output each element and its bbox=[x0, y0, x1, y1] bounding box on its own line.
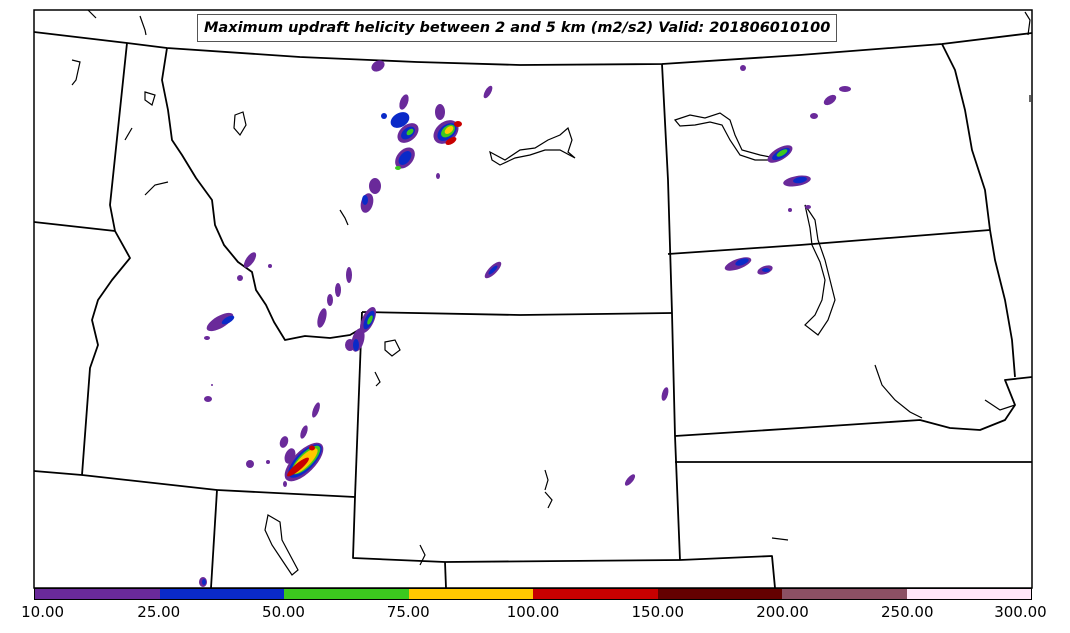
storm-misc-west bbox=[199, 577, 207, 587]
or-nv-border bbox=[33, 470, 218, 491]
colorbar-segment bbox=[782, 589, 907, 599]
sd-ne-border bbox=[674, 376, 1033, 437]
colorbar-tick-label: 150.00 bbox=[631, 603, 685, 621]
storm-south-dakota bbox=[724, 257, 773, 275]
state-borders bbox=[33, 31, 1033, 589]
lake-oahe bbox=[804, 204, 836, 336]
mt-nd-border bbox=[661, 63, 673, 314]
wa-or-border bbox=[33, 221, 116, 232]
colorbar-segment bbox=[35, 589, 160, 599]
colorbar-tick-label: 250.00 bbox=[881, 603, 934, 621]
flaming-gorge bbox=[771, 537, 789, 541]
colorbar-tick-label: 25.00 bbox=[137, 603, 181, 621]
wa-id-border bbox=[109, 42, 128, 232]
colorbar-segment bbox=[284, 589, 409, 599]
yellowstone-lake bbox=[384, 339, 401, 357]
fort-peck-lake bbox=[489, 126, 576, 166]
reservoir-wy-1 bbox=[544, 469, 553, 509]
river-mt-3 bbox=[124, 127, 133, 141]
lake-id bbox=[339, 209, 349, 226]
helicity-swaths bbox=[199, 60, 851, 587]
storm-north-dakota bbox=[740, 65, 851, 212]
colorbar-segment bbox=[159, 589, 284, 599]
storm-yellowstone bbox=[345, 307, 377, 352]
nd-mn-border bbox=[941, 43, 991, 231]
river-mt-5 bbox=[1024, 11, 1031, 36]
ne-ks-border bbox=[679, 555, 776, 589]
colorbar bbox=[34, 588, 1032, 600]
colorbar-tick-label: 10.00 bbox=[21, 603, 65, 621]
colorbar-tick-label: 200.00 bbox=[756, 603, 809, 621]
sd-mn-border bbox=[989, 229, 1016, 378]
flathead-lake bbox=[233, 111, 247, 137]
mt-wy-border bbox=[361, 311, 673, 316]
river-mt-1 bbox=[139, 15, 147, 36]
river-missouri-nd bbox=[874, 364, 1016, 419]
colorbar-tick-label: 100.00 bbox=[506, 603, 560, 621]
lake-coeur bbox=[71, 59, 81, 86]
canada-border bbox=[33, 31, 1033, 66]
colorbar-tick-label: 50.00 bbox=[262, 603, 305, 621]
ut-wy-border bbox=[352, 496, 681, 563]
river-mt-4 bbox=[144, 181, 169, 196]
or-id-border bbox=[81, 230, 131, 476]
nd-sd-border bbox=[667, 229, 991, 255]
great-salt-lake bbox=[264, 514, 299, 576]
colorbar-tick-label: 75.00 bbox=[386, 603, 430, 621]
storm-idaho-south bbox=[246, 402, 324, 487]
id-nv-ut-border bbox=[216, 489, 356, 498]
ut-az-border bbox=[444, 561, 447, 589]
id-mt-border bbox=[161, 47, 363, 341]
storm-montana-central bbox=[237, 252, 502, 328]
river-mt-2 bbox=[87, 9, 97, 19]
reservoir-wy-2 bbox=[419, 544, 426, 566]
colorbar-segment bbox=[906, 589, 1031, 599]
lake-pend-oreille bbox=[144, 91, 156, 106]
colorbar-segment bbox=[533, 589, 658, 599]
storm-wyoming bbox=[624, 387, 669, 486]
storm-idaho-central bbox=[204, 312, 235, 402]
colorbar-tick-label: 300.00 bbox=[994, 603, 1047, 621]
colorbar-segment bbox=[657, 589, 782, 599]
map-frame bbox=[33, 9, 1033, 589]
storm-montana-north bbox=[360, 60, 493, 213]
lake-snake bbox=[374, 371, 381, 387]
nv-ut-border bbox=[210, 489, 218, 589]
map-title: Maximum updraft helicity between 2 and 5… bbox=[197, 14, 838, 42]
colorbar-segment bbox=[408, 589, 533, 599]
